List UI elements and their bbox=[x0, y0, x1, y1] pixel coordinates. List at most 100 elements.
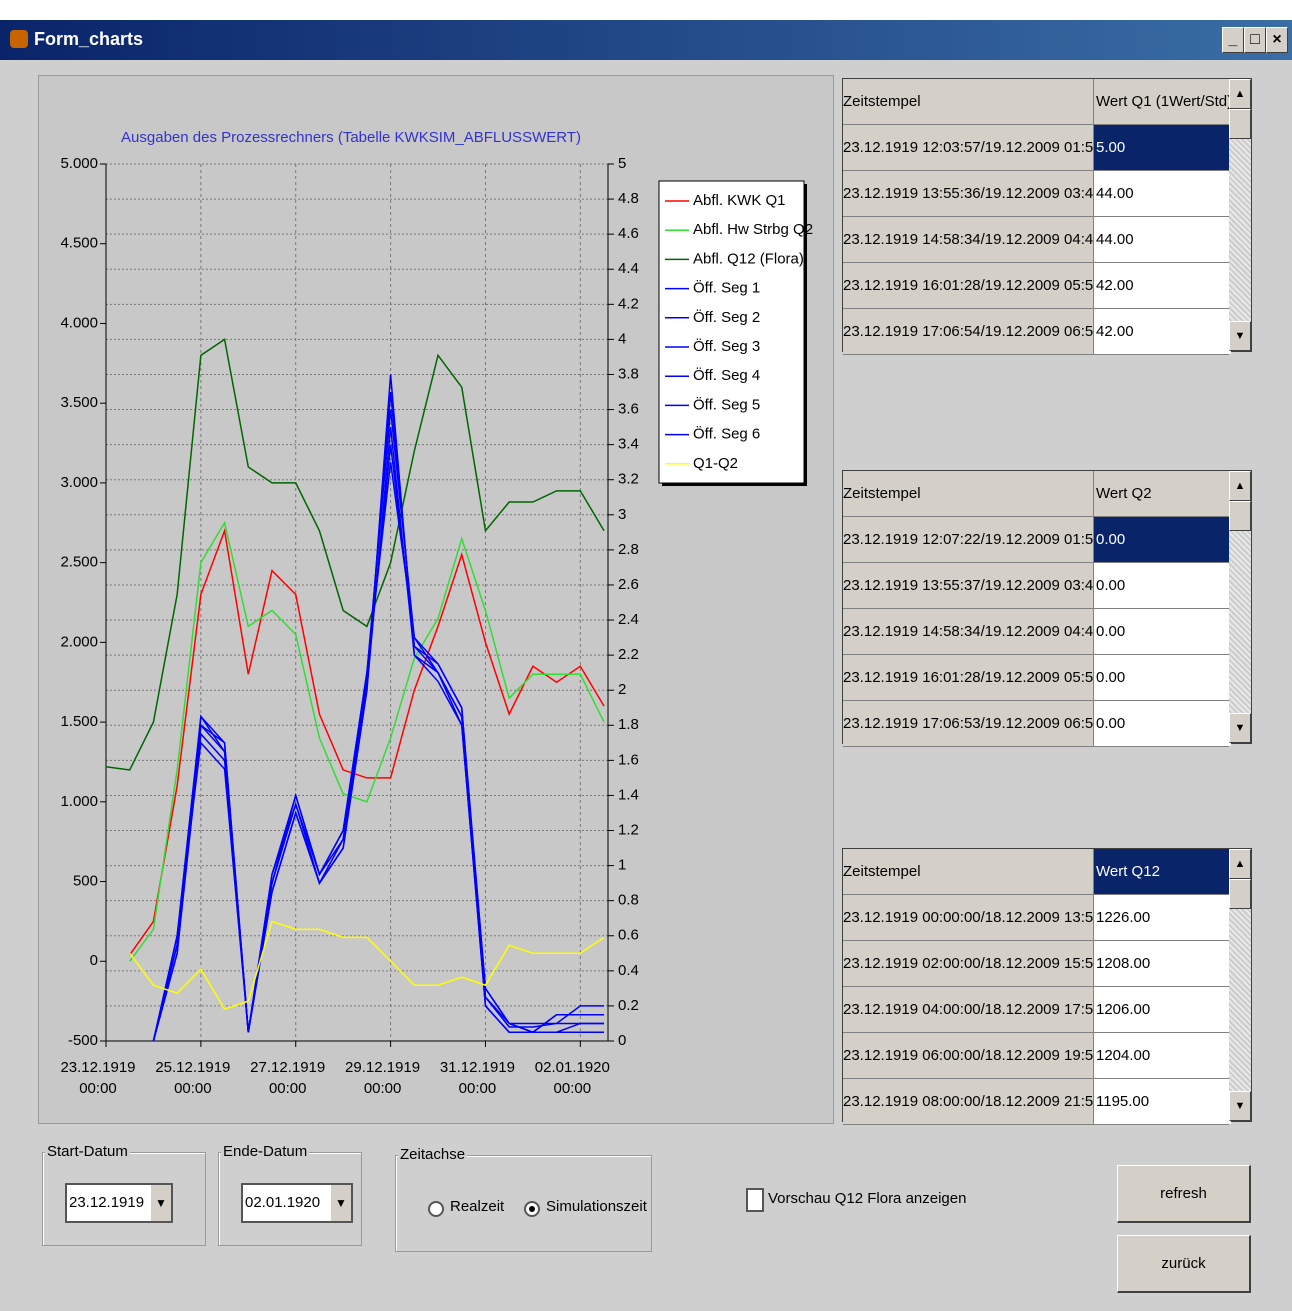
table-cell[interactable]: 44.00 bbox=[1094, 217, 1231, 262]
plot-area bbox=[106, 164, 608, 1041]
y2-tick-label: 4.6 bbox=[618, 225, 639, 242]
button[interactable]: refresh bbox=[1117, 1165, 1251, 1223]
scroll-up[interactable]: ▲ bbox=[1229, 849, 1251, 879]
table-cell[interactable]: 23.12.1919 12:03:57/19.12.2009 01:54:43 bbox=[843, 125, 1094, 170]
radio-dot bbox=[529, 1206, 535, 1212]
column-header[interactable]: Wert Q2 bbox=[1094, 471, 1231, 516]
column-header[interactable]: Wert Q1 (1Wert/Std) bbox=[1094, 79, 1231, 124]
radio-label[interactable]: Simulationszeit bbox=[546, 1198, 647, 1215]
table-cell[interactable]: 0.00 bbox=[1094, 563, 1231, 608]
y-tick-label: 3.000 bbox=[60, 474, 98, 491]
scroll-thumb[interactable] bbox=[1229, 109, 1251, 139]
y2-tick-label: 0 bbox=[618, 1032, 626, 1049]
x-tick-label: 31.12.1919 00:00 bbox=[439, 1059, 515, 1097]
legend-label: Öff. Seg 6 bbox=[693, 425, 760, 443]
x-tick-label: 25.12.1919 00:00 bbox=[155, 1059, 231, 1097]
y2-tick-label: 4 bbox=[618, 330, 626, 347]
table-cell[interactable]: 42.00 bbox=[1094, 309, 1231, 354]
table-cell[interactable]: 23.12.1919 13:55:37/19.12.2009 03:46:23 bbox=[843, 563, 1094, 608]
scroll-thumb[interactable] bbox=[1229, 879, 1251, 909]
date-combo[interactable]: 23.12.1919 ▼ bbox=[65, 1183, 173, 1223]
table-cell[interactable]: 1208.00 bbox=[1094, 941, 1231, 986]
table-cell[interactable]: 42.00 bbox=[1094, 263, 1231, 308]
series-line bbox=[152, 374, 605, 1041]
y-tick-label: 0 bbox=[90, 952, 98, 969]
radio-button[interactable] bbox=[524, 1201, 540, 1217]
combo-arrow[interactable]: ▼ bbox=[151, 1185, 171, 1221]
combo-text: 23.12.1919 bbox=[69, 1194, 145, 1211]
x-tick-label: 29.12.1919 00:00 bbox=[345, 1059, 421, 1097]
series-line bbox=[129, 920, 605, 1011]
y-tick-label: 2.500 bbox=[60, 554, 98, 571]
scroll-down[interactable]: ▼ bbox=[1229, 321, 1251, 351]
table-cell[interactable]: 1206.00 bbox=[1094, 987, 1231, 1032]
column-header[interactable]: Zeitstempel bbox=[843, 471, 1094, 516]
maximize-button[interactable]: □ bbox=[1244, 27, 1266, 53]
table-cell[interactable]: 23.12.1919 14:58:34/19.12.2009 04:49:20 bbox=[843, 609, 1094, 654]
radio-button[interactable] bbox=[428, 1201, 444, 1217]
combo-arrow[interactable]: ▼ bbox=[331, 1185, 351, 1221]
table-cell[interactable]: 44.00 bbox=[1094, 171, 1231, 216]
radio-label[interactable]: Realzeit bbox=[450, 1198, 505, 1215]
table-cell[interactable]: 23.12.1919 17:06:53/19.12.2009 06:57:39 bbox=[843, 701, 1094, 746]
table-cell[interactable]: 0.00 bbox=[1094, 655, 1231, 700]
table-cell[interactable]: 1226.00 bbox=[1094, 895, 1231, 940]
table-cell[interactable]: 0.00 bbox=[1094, 609, 1231, 654]
header-row: Zeitstempel Wert Q12 bbox=[843, 849, 1231, 895]
table-cell[interactable]: 23.12.1919 13:55:36/19.12.2009 03:46:22 bbox=[843, 171, 1094, 216]
scroll-up[interactable]: ▲ bbox=[1229, 471, 1251, 501]
column-header[interactable]: Zeitstempel bbox=[843, 79, 1094, 124]
table-cell[interactable]: 23.12.1919 00:00:00/18.12.2009 13:50:46 bbox=[843, 895, 1094, 940]
table-row: 23.12.1919 04:00:00/18.12.2009 17:50:461… bbox=[843, 987, 1231, 1033]
table-row: 23.12.1919 13:55:37/19.12.2009 03:46:230… bbox=[843, 563, 1231, 609]
checkbox-label[interactable]: Vorschau Q12 Flora anzeigen bbox=[768, 1190, 967, 1207]
scrollbar: ▲ ▼ bbox=[1229, 471, 1251, 743]
column-header[interactable]: Wert Q12 bbox=[1094, 849, 1231, 894]
table-cell[interactable]: 5.00 bbox=[1094, 125, 1231, 170]
table-cell[interactable]: 23.12.1919 06:00:00/18.12.2009 19:50:46 bbox=[843, 1033, 1094, 1078]
table-cell[interactable]: 23.12.1919 16:01:28/19.12.2009 05:52:14 bbox=[843, 655, 1094, 700]
series-group bbox=[106, 338, 605, 1041]
y2-tick-label: 0.8 bbox=[618, 892, 639, 909]
table-cell[interactable]: 23.12.1919 16:01:28/19.12.2009 05:52:14 bbox=[843, 263, 1094, 308]
table-row: 23.12.1919 12:07:22/19.12.2009 01:58:080… bbox=[843, 517, 1231, 563]
table-row: 23.12.1919 00:00:00/18.12.2009 13:50:461… bbox=[843, 895, 1231, 941]
table-cell[interactable]: 23.12.1919 02:00:00/18.12.2009 15:50:46 bbox=[843, 941, 1094, 986]
chart-panel: Ausgaben des Prozessrechners (Tabelle KW… bbox=[38, 75, 834, 1124]
y-tick-label: 4.500 bbox=[60, 235, 98, 252]
column-header[interactable]: Zeitstempel bbox=[843, 849, 1094, 894]
y-tick-label: -500 bbox=[68, 1032, 98, 1049]
scroll-down[interactable]: ▼ bbox=[1229, 713, 1251, 743]
window-title: Form_charts bbox=[34, 29, 144, 49]
table-cell[interactable]: 23.12.1919 12:07:22/19.12.2009 01:58:08 bbox=[843, 517, 1094, 562]
title-bar: Form_charts _ □ × bbox=[0, 20, 1292, 60]
data-grid: Zeitstempel Wert Q2 23.12.1919 12:07:22/19… bbox=[842, 470, 1252, 747]
y2-tick-label: 4.2 bbox=[618, 295, 639, 312]
table-cell[interactable]: 0.00 bbox=[1094, 517, 1231, 562]
minimize-button[interactable]: _ bbox=[1222, 27, 1244, 53]
scroll-up[interactable]: ▲ bbox=[1229, 79, 1251, 109]
scroll-thumb[interactable] bbox=[1229, 501, 1251, 531]
checkbox[interactable] bbox=[746, 1188, 764, 1212]
scroll-down[interactable]: ▼ bbox=[1229, 1091, 1251, 1121]
y2-tick-label: 0.6 bbox=[618, 927, 639, 944]
x-tick-label: 02.01.1920 00:00 bbox=[534, 1059, 610, 1097]
table-cell[interactable]: 1195.00 bbox=[1094, 1079, 1231, 1124]
table-cell[interactable]: 23.12.1919 04:00:00/18.12.2009 17:50:46 bbox=[843, 987, 1094, 1032]
table-cell[interactable]: 23.12.1919 08:00:00/18.12.2009 21:50:46 bbox=[843, 1079, 1094, 1124]
close-button[interactable]: × bbox=[1266, 27, 1288, 53]
scrollbar: ▲ ▼ bbox=[1229, 849, 1251, 1121]
y2-tick-label: 4.4 bbox=[618, 260, 639, 277]
table-cell[interactable]: 23.12.1919 17:06:54/19.12.2009 06:57:39 bbox=[843, 309, 1094, 354]
y2-tick-label: 2.8 bbox=[618, 541, 639, 558]
date-combo[interactable]: 02.01.1920 ▼ bbox=[241, 1183, 353, 1223]
table-cell[interactable]: 1204.00 bbox=[1094, 1033, 1231, 1078]
y2-tick-label: 5 bbox=[618, 155, 626, 172]
legend-label: Öff. Seg 1 bbox=[693, 279, 760, 297]
table-cell[interactable]: 0.00 bbox=[1094, 701, 1231, 746]
y2-tick-label: 1.2 bbox=[618, 821, 639, 838]
button[interactable]: zurück bbox=[1117, 1235, 1251, 1293]
table-cell[interactable]: 23.12.1919 14:58:34/19.12.2009 04:49:20 bbox=[843, 217, 1094, 262]
